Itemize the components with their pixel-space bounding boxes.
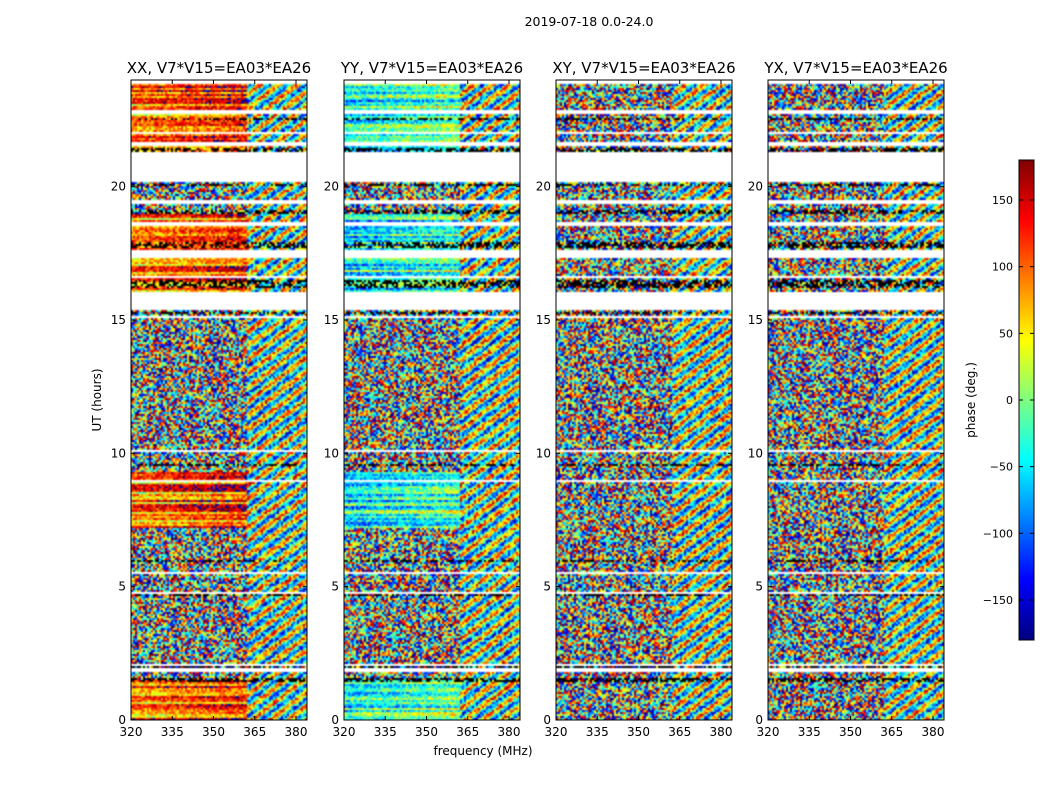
y-tick-label: 10 — [111, 446, 126, 460]
panel-frame — [767, 79, 945, 721]
y-tick-label: 20 — [324, 180, 339, 194]
panels-group: XX, V7*V15=EA03*EA26 320 335 350 365 380 0 5 10 1… — [111, 59, 948, 739]
x-tick-label: 350 — [627, 725, 650, 739]
x-tick-label: 320 — [333, 725, 356, 739]
y-tick-label: 0 — [331, 713, 339, 727]
x-tick-label: 365 — [243, 725, 266, 739]
panel-xx: XX, V7*V15=EA03*EA26 320 335 350 365 380 0 5 10 1… — [111, 59, 312, 739]
panel-frame — [130, 79, 308, 721]
x-tick-label: 320 — [757, 725, 780, 739]
y-tick-label: 5 — [118, 580, 126, 594]
x-tick-label: 380 — [922, 725, 945, 739]
y-tick-label: 5 — [543, 580, 551, 594]
panel-yy: YY, V7*V15=EA03*EA26 320 335 350 365 380 0 5 10 1… — [324, 59, 523, 739]
y-tick-label: 20 — [748, 180, 763, 194]
heatmap-xy — [556, 80, 732, 720]
panel-frame — [555, 79, 733, 721]
y-tick-label: 15 — [111, 313, 126, 327]
x-tick-label: 350 — [202, 725, 225, 739]
x-tick-label: 335 — [586, 725, 609, 739]
x-tick-label: 380 — [710, 725, 733, 739]
y-tick-label: 5 — [755, 580, 763, 594]
x-tick-label: 365 — [456, 725, 479, 739]
x-tick-label: 380 — [498, 725, 521, 739]
panel-frame — [343, 79, 521, 721]
x-tick-label: 335 — [374, 725, 397, 739]
colorbar-tick-label: −50 — [990, 461, 1013, 474]
x-tick-label: 320 — [120, 725, 143, 739]
colorbar-tick-label: −100 — [983, 527, 1013, 540]
y-axis-label: UT (hours) — [90, 368, 104, 431]
panel-xy: XY, V7*V15=EA03*EA26 320 335 350 365 380 0 5 10 1… — [536, 59, 736, 739]
figure-suptitle: 2019-07-18 0.0-24.0 — [525, 14, 654, 29]
y-tick-label: 10 — [324, 446, 339, 460]
heatmap-xx — [131, 80, 307, 720]
x-tick-label: 350 — [839, 725, 862, 739]
y-tick-label: 20 — [111, 180, 126, 194]
y-tick-label: 0 — [755, 713, 763, 727]
colorbar: 150 100 50 0 −50 −100 −150 phase (deg.) — [964, 159, 1035, 641]
x-tick-label: 365 — [880, 725, 903, 739]
y-tick-label: 15 — [324, 313, 339, 327]
panel-title: YY, V7*V15=EA03*EA26 — [340, 59, 523, 77]
y-tick-label: 15 — [748, 313, 763, 327]
y-tick-label: 15 — [536, 313, 551, 327]
x-tick-label: 320 — [545, 725, 568, 739]
panel-yx: YX, V7*V15=EA03*EA26 320 335 350 365 380 0 5 10 1… — [748, 59, 948, 739]
x-tick-label: 350 — [415, 725, 438, 739]
colorbar-tick-label: 100 — [992, 261, 1013, 274]
y-tick-label: 0 — [543, 713, 551, 727]
x-tick-label: 335 — [161, 725, 184, 739]
y-tick-label: 5 — [331, 580, 339, 594]
panel-title: XY, V7*V15=EA03*EA26 — [552, 59, 735, 77]
y-tick-label: 10 — [536, 446, 551, 460]
colorbar-label: phase (deg.) — [964, 362, 978, 438]
colorbar-tick-label: 150 — [992, 194, 1013, 207]
heatmap-yy — [344, 80, 520, 720]
x-tick-label: 335 — [798, 725, 821, 739]
panel-title: YX, V7*V15=EA03*EA26 — [763, 59, 947, 77]
x-tick-label: 365 — [668, 725, 691, 739]
heatmap-yx — [768, 80, 944, 720]
x-axis-label: frequency (MHz) — [433, 744, 532, 758]
panel-title: XX, V7*V15=EA03*EA26 — [127, 59, 311, 77]
x-tick-label: 380 — [285, 725, 308, 739]
colorbar-tick-label: 0 — [1006, 394, 1013, 407]
y-tick-label: 0 — [118, 713, 126, 727]
y-tick-label: 10 — [748, 446, 763, 460]
colorbar-tick-label: 50 — [999, 327, 1013, 340]
y-tick-label: 20 — [536, 180, 551, 194]
colorbar-tick-label: −150 — [983, 594, 1013, 607]
